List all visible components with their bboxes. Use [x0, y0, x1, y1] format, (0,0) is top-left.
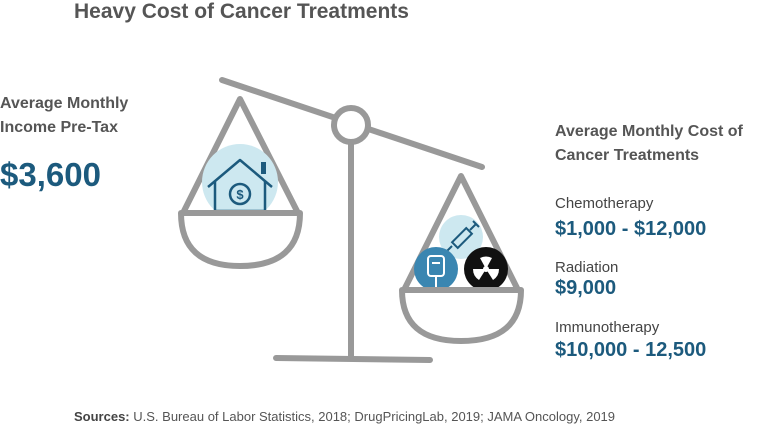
income-label: Average Monthly Income Pre-Tax — [0, 95, 129, 136]
scale-base — [273, 355, 433, 363]
sources-text: U.S. Bureau of Labor Statistics, 2018; D… — [133, 409, 616, 424]
sources-label: Sources: — [74, 409, 130, 424]
radiation-label: Radiation — [555, 259, 619, 276]
chemotherapy-label: Chemotherapy — [555, 195, 654, 212]
left-pan: $ — [178, 96, 303, 269]
chemotherapy-value: $1,000 - $12,000 — [555, 218, 707, 240]
page-title: Heavy Cost of Cancer Treatments — [74, 0, 409, 23]
syringe-icon — [445, 220, 480, 253]
right-pan — [399, 173, 524, 344]
immunotherapy-label: Immunotherapy — [555, 319, 660, 336]
immunotherapy-value: $10,000 - 12,500 — [555, 339, 707, 361]
iv-bag-icon-bg — [414, 247, 458, 291]
income-value: $3,600 — [0, 156, 101, 193]
radiation-icon — [472, 256, 500, 280]
treatment-cost-label: Average Monthly Cost of Cancer Treatment… — [555, 123, 743, 164]
left-pan-icon-bg — [202, 144, 278, 220]
sources-note: Sources: U.S. Bureau of Labor Statistics… — [74, 409, 615, 424]
scale-pivot — [331, 105, 371, 145]
radiation-value: $9,000 — [555, 277, 617, 299]
iv-bag-icon — [427, 255, 445, 288]
svg-text:$: $ — [236, 187, 244, 202]
